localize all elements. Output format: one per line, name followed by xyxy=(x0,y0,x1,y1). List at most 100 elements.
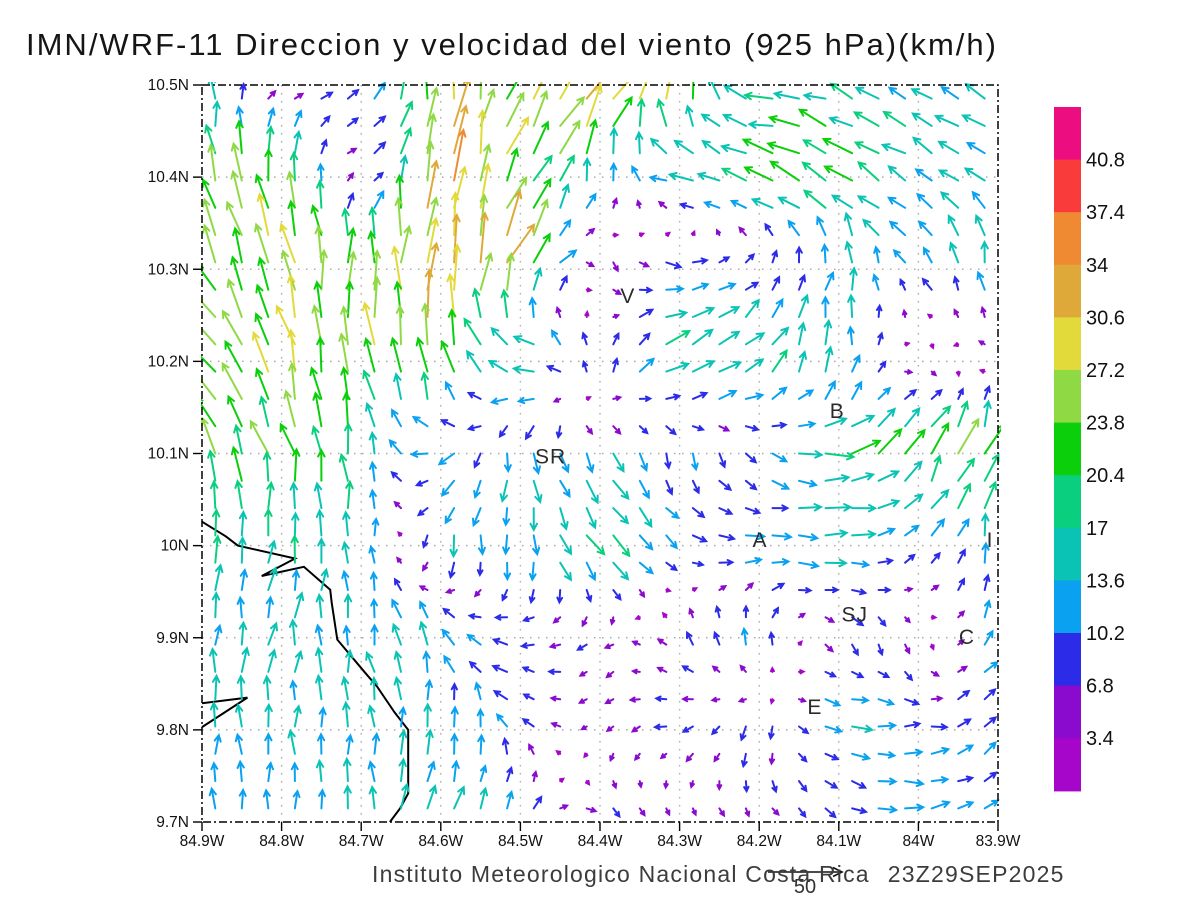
wind-arrow xyxy=(393,372,402,400)
wind-arrow xyxy=(585,806,598,813)
wind-arrow xyxy=(652,723,668,731)
wind-arrow xyxy=(847,325,855,346)
wind-arrow xyxy=(559,82,571,100)
wind-arrow xyxy=(665,425,677,436)
wind-arrow xyxy=(320,114,331,127)
wind-arrow xyxy=(830,194,854,209)
x-tick-label: 83.9W xyxy=(976,833,1021,850)
wind-arrow xyxy=(578,670,588,677)
wind-arrow xyxy=(824,670,838,678)
wind-arrow xyxy=(585,534,606,556)
wind-arrow xyxy=(851,560,871,568)
wind-arrow xyxy=(824,452,856,461)
wind-arrow xyxy=(556,589,564,605)
wind-arrow xyxy=(400,126,413,155)
wind-arrow xyxy=(851,807,869,815)
wind-arrow xyxy=(390,336,402,373)
wind-arrow xyxy=(211,673,221,701)
wind-arrow xyxy=(418,585,429,591)
wind-arrow xyxy=(369,570,378,591)
wind-arrow xyxy=(904,698,921,706)
wind-arrow xyxy=(211,591,221,619)
wind-arrow xyxy=(665,82,671,100)
wind-arrow xyxy=(638,357,656,373)
wind-arrow xyxy=(551,328,562,346)
wind-arrow xyxy=(892,249,907,264)
wind-arrow xyxy=(851,472,876,482)
wind-arrow xyxy=(559,154,575,182)
wind-arrow xyxy=(686,630,694,646)
wind-arrow xyxy=(612,589,622,602)
wind-arrow xyxy=(495,713,509,728)
wind-arrow xyxy=(254,173,270,209)
wind-arrow xyxy=(463,317,482,346)
wind-arrow xyxy=(661,611,668,619)
wind-arrow xyxy=(238,787,247,810)
wind-arrow xyxy=(559,249,578,264)
wind-arrow xyxy=(230,255,243,291)
wind-arrow xyxy=(691,257,709,265)
wind-arrow xyxy=(425,728,434,755)
wind-arrow xyxy=(341,675,350,701)
wind-arrow xyxy=(397,531,403,537)
wind-arrow xyxy=(957,399,969,428)
wind-arrow xyxy=(877,331,884,346)
wind-arrow xyxy=(664,452,672,470)
wind-arrow xyxy=(421,534,429,549)
wind-arrow xyxy=(426,784,438,810)
colorbar-segment xyxy=(1054,685,1081,739)
wind-arrow xyxy=(390,470,402,482)
wind-arrow xyxy=(230,169,243,209)
wind-arrow xyxy=(824,558,849,568)
coastline-puntarenas_spit xyxy=(201,696,248,728)
station-labels: V SR B A SJ C E I xyxy=(535,285,992,719)
wind-arrow xyxy=(235,119,244,155)
wind-arrow xyxy=(311,424,323,455)
wind-arrow xyxy=(744,532,767,541)
wind-arrow xyxy=(266,480,275,510)
wind-arrow xyxy=(637,97,646,127)
wind-arrow xyxy=(665,534,678,550)
wind-arrow xyxy=(718,330,741,346)
wind-arrow xyxy=(476,561,484,577)
wind-arrow xyxy=(771,249,779,264)
wind-arrow xyxy=(373,189,385,209)
wind-arrow xyxy=(467,613,482,620)
wind-arrow xyxy=(315,673,324,701)
wind-arrow xyxy=(211,507,221,537)
wind-arrow xyxy=(239,82,247,100)
wind-arrow xyxy=(585,227,596,237)
wind-arrow xyxy=(585,83,603,127)
wind-arrow xyxy=(317,732,326,755)
wind-arrow xyxy=(957,548,966,564)
wind-arrow xyxy=(930,776,950,784)
wind-arrow xyxy=(824,725,844,734)
wind-arrow xyxy=(667,172,694,182)
wind-arrow xyxy=(609,752,615,763)
wind-arrow xyxy=(847,293,856,318)
wind-arrow xyxy=(714,604,722,619)
wind-arrow xyxy=(235,702,244,728)
wind-arrow xyxy=(771,479,791,490)
wind-arrow xyxy=(930,800,952,810)
wind-arrow xyxy=(638,561,655,575)
wind-arrow xyxy=(605,670,615,679)
wind-arrow xyxy=(636,199,642,209)
wind-arrow xyxy=(852,111,880,127)
wind-arrow xyxy=(453,127,467,182)
wind-arrow xyxy=(691,479,700,495)
colorbar-segment xyxy=(1054,633,1081,687)
wind-arrow xyxy=(877,777,898,786)
wind-arrow xyxy=(287,728,296,755)
wind-arrow xyxy=(798,697,808,703)
wind-arrow xyxy=(821,137,854,155)
wind-arrow xyxy=(853,141,880,155)
wind-arrow xyxy=(798,561,821,570)
wind-arrow xyxy=(983,687,997,701)
wind-arrow xyxy=(824,474,851,483)
wind-arrow xyxy=(631,164,641,182)
wind-arrow xyxy=(771,386,788,400)
wind-arrow xyxy=(904,369,914,375)
wind-arrow xyxy=(824,503,853,512)
wind-arrow xyxy=(824,616,836,623)
